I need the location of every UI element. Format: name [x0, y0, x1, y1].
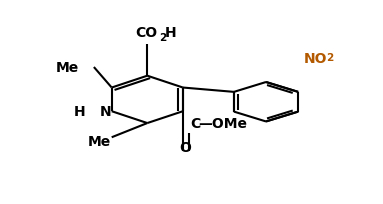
Text: Me: Me	[88, 135, 111, 149]
Text: 2: 2	[326, 53, 334, 63]
Text: 2: 2	[159, 33, 167, 43]
Text: H: H	[165, 26, 177, 40]
Text: CO: CO	[136, 26, 157, 40]
Text: Me: Me	[56, 60, 79, 74]
Text: N: N	[100, 105, 111, 119]
Text: H: H	[74, 105, 85, 119]
Text: —OMe: —OMe	[198, 116, 247, 130]
Text: NO: NO	[304, 52, 327, 66]
Text: O: O	[179, 140, 191, 154]
Text: C: C	[190, 116, 201, 130]
